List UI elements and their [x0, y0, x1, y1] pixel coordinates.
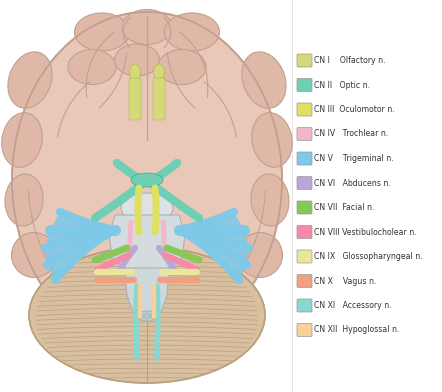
- Ellipse shape: [11, 232, 57, 278]
- Text: CN V    Trigeminal n.: CN V Trigeminal n.: [314, 154, 394, 163]
- FancyBboxPatch shape: [297, 274, 312, 287]
- FancyBboxPatch shape: [129, 78, 141, 120]
- FancyBboxPatch shape: [297, 54, 312, 67]
- Ellipse shape: [8, 52, 52, 108]
- Ellipse shape: [12, 12, 282, 348]
- Text: CN VII  Facial n.: CN VII Facial n.: [314, 203, 374, 212]
- Text: CN II   Optic n.: CN II Optic n.: [314, 80, 370, 89]
- Text: CN XII  Hypoglossal n.: CN XII Hypoglossal n.: [314, 325, 400, 334]
- Ellipse shape: [145, 314, 149, 318]
- Ellipse shape: [138, 314, 144, 318]
- Polygon shape: [179, 212, 249, 280]
- FancyBboxPatch shape: [297, 250, 312, 263]
- Ellipse shape: [153, 64, 164, 80]
- Text: CN III  Oculomotor n.: CN III Oculomotor n.: [314, 105, 395, 114]
- Ellipse shape: [251, 174, 289, 226]
- Ellipse shape: [2, 113, 42, 167]
- FancyBboxPatch shape: [297, 103, 312, 116]
- Ellipse shape: [121, 193, 173, 223]
- Ellipse shape: [164, 13, 220, 51]
- Ellipse shape: [130, 64, 141, 80]
- Ellipse shape: [131, 173, 163, 187]
- Ellipse shape: [137, 311, 157, 321]
- FancyBboxPatch shape: [297, 176, 312, 189]
- Text: CN X    Vagus n.: CN X Vagus n.: [314, 276, 377, 285]
- Ellipse shape: [29, 247, 265, 383]
- FancyBboxPatch shape: [297, 152, 312, 165]
- Text: CN I    Olfactory n.: CN I Olfactory n.: [314, 56, 385, 65]
- FancyBboxPatch shape: [297, 299, 312, 312]
- Polygon shape: [109, 215, 185, 272]
- Text: CN VIII Vestibulocholear n.: CN VIII Vestibulocholear n.: [314, 227, 417, 236]
- FancyBboxPatch shape: [297, 78, 312, 91]
- Ellipse shape: [237, 232, 282, 278]
- Ellipse shape: [242, 52, 286, 108]
- Text: CN VI   Abducens n.: CN VI Abducens n.: [314, 178, 391, 187]
- Ellipse shape: [150, 314, 156, 318]
- Text: CN IX   Glossopharyngeal n.: CN IX Glossopharyngeal n.: [314, 252, 423, 261]
- Text: CN IV   Trochlear n.: CN IV Trochlear n.: [314, 129, 389, 138]
- FancyBboxPatch shape: [297, 323, 312, 336]
- Polygon shape: [125, 268, 169, 320]
- Ellipse shape: [158, 49, 206, 85]
- FancyBboxPatch shape: [297, 127, 312, 140]
- FancyBboxPatch shape: [297, 225, 312, 238]
- Text: CN XI   Accessory n.: CN XI Accessory n.: [314, 301, 392, 310]
- Ellipse shape: [252, 113, 292, 167]
- FancyBboxPatch shape: [153, 78, 165, 120]
- Ellipse shape: [122, 9, 172, 45]
- Ellipse shape: [5, 174, 43, 226]
- FancyBboxPatch shape: [297, 201, 312, 214]
- Polygon shape: [45, 212, 115, 280]
- Ellipse shape: [68, 49, 116, 85]
- Ellipse shape: [114, 44, 160, 76]
- Ellipse shape: [75, 13, 130, 51]
